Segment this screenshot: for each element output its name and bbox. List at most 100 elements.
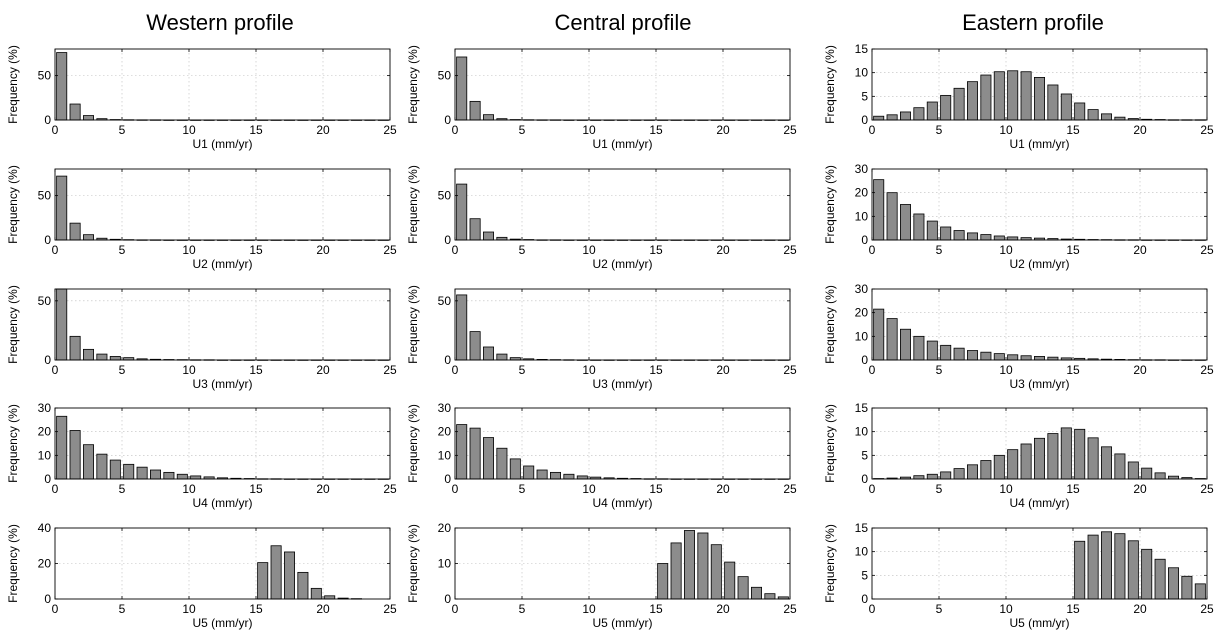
x-tick-label: 5 [936,602,943,616]
histogram-bar [697,532,709,600]
axes-frame [454,407,791,480]
histogram-bar [1141,467,1153,480]
x-tick-label: 20 [316,482,330,496]
x-tick-label: 25 [1200,482,1214,496]
histogram-bar [873,308,885,361]
x-axis-label: U4 (mm/yr) [1010,496,1070,510]
x-tick-label: 10 [182,482,196,496]
histogram-bar [509,458,521,480]
histogram-bar [940,226,952,241]
axes-frame [454,48,791,121]
histogram-bar [940,94,952,121]
histogram-bar [270,545,282,600]
histogram-bar [123,463,135,480]
x-tick-label: 25 [383,243,397,257]
histogram-bar [1060,93,1072,121]
histogram-bar [710,544,722,600]
x-tick-label: 25 [783,243,797,257]
x-tick-label: 10 [999,363,1013,377]
histogram-panel: 0 5 10 15 20 25 0 50 U2 (mm/yr) Frequency (%) [406,165,797,271]
x-tick-label: 15 [1066,123,1080,137]
histogram-bar [56,288,68,361]
y-tick-label: 30 [855,162,869,176]
histogram-bar [900,328,911,361]
y-tick-label: 10 [438,557,452,571]
x-tick-label: 0 [452,482,459,496]
histogram-bar [310,587,322,600]
column-title-eastern: Eastern profile [962,10,1104,35]
histogram-bar [83,234,94,241]
histogram-bar [456,56,468,121]
axes-frame [871,288,1208,361]
histogram-panel: 0 5 10 15 20 25 0 10 20 30 U4 (mm/yr) Frequency (%) [6,401,397,510]
y-tick-label: 15 [855,521,869,535]
x-tick-label: 5 [519,243,526,257]
x-tick-label: 0 [869,243,876,257]
x-axis-label: U5 (mm/yr) [193,616,253,630]
histogram-bar [96,353,108,361]
y-axis-label: Frequency (%) [823,404,837,483]
y-tick-label: 0 [861,113,868,127]
y-tick-label: 10 [855,66,869,80]
x-tick-label: 10 [582,363,596,377]
histogram-bar [684,530,695,600]
x-tick-label: 20 [716,363,730,377]
histogram-bar [926,101,938,121]
histogram-bar [83,348,94,361]
histogram-bar [993,235,1005,241]
histogram-bar [1087,534,1099,600]
y-tick-label: 10 [855,209,869,223]
y-axis-label: Frequency (%) [823,285,837,364]
x-axis-label: U5 (mm/yr) [593,616,653,630]
histogram-bar [1060,427,1072,480]
histogram-bar [576,475,588,480]
x-tick-label: 0 [52,363,59,377]
y-axis-label: Frequency (%) [6,165,20,244]
axes-frame [54,168,391,241]
histogram-bar [150,469,161,480]
histogram-bar [940,344,952,361]
histogram-panel: 0 5 10 15 20 25 0 10 20 30 U2 (mm/yr) Frequency (%) [823,162,1214,271]
x-tick-label: 10 [999,482,1013,496]
y-tick-label: 0 [444,113,451,127]
x-tick-label: 25 [383,363,397,377]
histogram-bar [96,453,108,480]
x-tick-label: 25 [383,123,397,137]
histogram-bar [1101,531,1112,600]
x-tick-label: 25 [383,602,397,616]
y-tick-label: 20 [855,186,869,200]
histogram-bar [1194,583,1206,600]
histogram-bar [1034,437,1045,480]
y-tick-label: 0 [444,353,451,367]
x-axis-label: U4 (mm/yr) [593,496,653,510]
histogram-bar [190,475,202,480]
x-tick-label: 10 [582,123,596,137]
histogram-bar [83,444,94,480]
histogram-bar [724,561,736,600]
histogram-bar [483,346,494,361]
x-tick-label: 20 [316,243,330,257]
histogram-bar [1034,356,1045,361]
histogram-bar [873,115,885,121]
x-tick-label: 15 [249,363,263,377]
x-axis-label: U3 (mm/yr) [1010,377,1070,391]
x-tick-label: 15 [1066,602,1080,616]
histogram-bar [886,114,898,121]
histogram-bar [136,466,148,480]
y-axis-label: Frequency (%) [6,45,20,124]
histogram-panel: 0 5 10 15 20 25 0 10 20 30 U4 (mm/yr) Frequency (%) [406,401,797,510]
histogram-bar [69,430,81,480]
x-axis-label: U1 (mm/yr) [1010,137,1070,151]
y-tick-label: 0 [44,472,51,486]
x-tick-label: 10 [182,243,196,257]
histogram-bar [926,340,938,361]
y-tick-label: 10 [855,329,869,343]
histogram-bar [69,222,81,241]
histogram-bar [913,475,925,480]
histogram-bar [1101,446,1112,480]
y-tick-label: 50 [38,294,52,308]
x-tick-label: 0 [52,243,59,257]
histogram-bar [83,115,94,121]
histogram-bar [940,471,952,480]
x-tick-label: 5 [119,363,126,377]
